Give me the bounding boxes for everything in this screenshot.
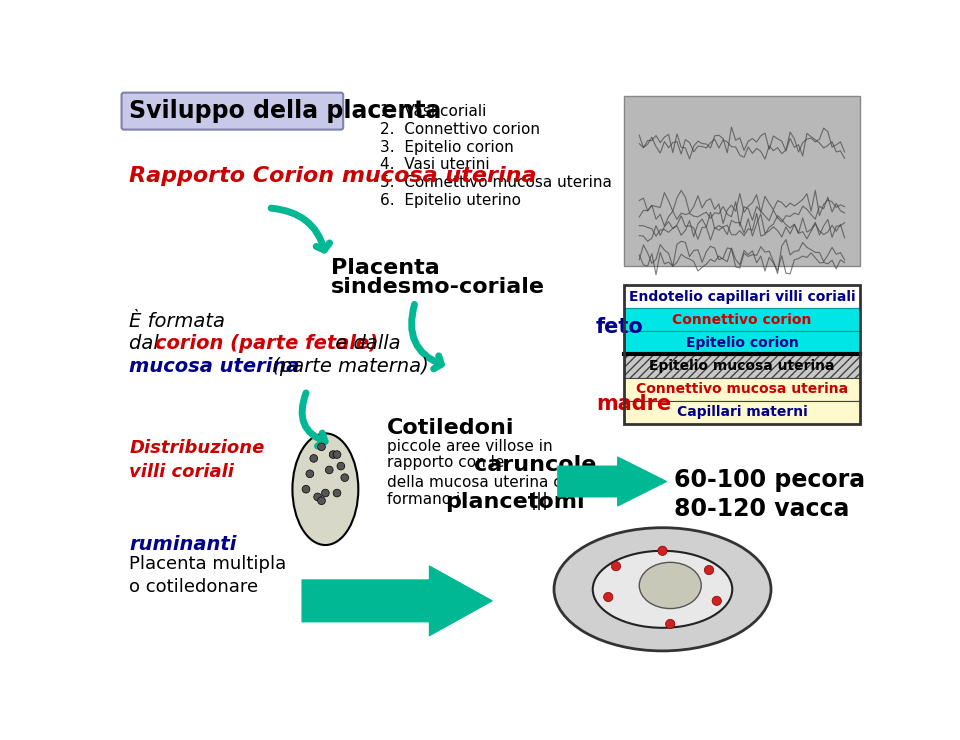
Circle shape bbox=[665, 619, 675, 628]
Text: piccole aree villose in: piccole aree villose in bbox=[388, 439, 553, 454]
Bar bbox=[624, 285, 860, 424]
Ellipse shape bbox=[592, 551, 732, 628]
Text: 60-100 pecora
80-120 vacca: 60-100 pecora 80-120 vacca bbox=[674, 468, 865, 522]
Ellipse shape bbox=[293, 434, 358, 545]
Text: Placenta multipla
o cotiledonare: Placenta multipla o cotiledonare bbox=[130, 555, 286, 596]
Circle shape bbox=[612, 562, 621, 571]
Circle shape bbox=[341, 474, 348, 482]
Text: 2.  Connettivo corion: 2. Connettivo corion bbox=[379, 122, 540, 137]
Circle shape bbox=[705, 565, 713, 575]
Text: 4.  Vasi uterini: 4. Vasi uterini bbox=[379, 158, 490, 172]
Text: Cotiledoni: Cotiledoni bbox=[388, 418, 515, 438]
Text: 1.  Vasi coriali: 1. Vasi coriali bbox=[379, 104, 486, 119]
Text: sindesmo-coriale: sindesmo-coriale bbox=[331, 278, 544, 297]
Text: mucosa uterina: mucosa uterina bbox=[130, 357, 300, 376]
Circle shape bbox=[318, 443, 325, 451]
Text: Epitelio mucosa uterina: Epitelio mucosa uterina bbox=[649, 359, 834, 373]
Text: Epitelio corion: Epitelio corion bbox=[685, 336, 799, 350]
Circle shape bbox=[329, 451, 337, 458]
Circle shape bbox=[333, 489, 341, 497]
Text: plancetomi: plancetomi bbox=[444, 492, 585, 512]
Circle shape bbox=[310, 454, 318, 462]
Ellipse shape bbox=[639, 562, 701, 608]
FancyBboxPatch shape bbox=[122, 92, 344, 130]
Circle shape bbox=[333, 451, 341, 458]
Text: |||: ||| bbox=[531, 492, 549, 511]
Ellipse shape bbox=[554, 528, 771, 651]
Text: madre: madre bbox=[596, 394, 671, 414]
Circle shape bbox=[302, 485, 310, 493]
Circle shape bbox=[325, 466, 333, 474]
Text: e dalla: e dalla bbox=[329, 334, 401, 353]
Text: corion (parte fetale): corion (parte fetale) bbox=[155, 334, 378, 353]
Text: Connettivo corion: Connettivo corion bbox=[672, 313, 811, 327]
Bar bbox=[624, 285, 860, 309]
Bar bbox=[624, 309, 860, 332]
Text: ruminanti: ruminanti bbox=[130, 536, 237, 554]
Text: feto: feto bbox=[596, 317, 643, 337]
Circle shape bbox=[658, 546, 667, 556]
Bar bbox=[624, 96, 860, 266]
Circle shape bbox=[306, 470, 314, 477]
Circle shape bbox=[337, 462, 345, 470]
Bar bbox=[624, 400, 860, 424]
Text: Endotelio capillari villi coriali: Endotelio capillari villi coriali bbox=[629, 289, 855, 303]
Text: Sviluppo della placenta: Sviluppo della placenta bbox=[130, 99, 442, 123]
Text: Connettivo mucosa uterina: Connettivo mucosa uterina bbox=[636, 382, 848, 396]
Text: Placenta: Placenta bbox=[331, 258, 440, 278]
Text: Rapporto Corion mucosa uterina: Rapporto Corion mucosa uterina bbox=[130, 166, 537, 186]
Bar bbox=[624, 377, 860, 400]
Circle shape bbox=[604, 593, 612, 602]
Text: dal: dal bbox=[130, 334, 165, 353]
Bar bbox=[624, 354, 860, 377]
Text: formano i: formano i bbox=[388, 492, 466, 508]
Text: 5.  Connettivo mucosa uterina: 5. Connettivo mucosa uterina bbox=[379, 175, 612, 190]
Circle shape bbox=[314, 493, 322, 501]
Text: caruncole: caruncole bbox=[474, 455, 596, 475]
Circle shape bbox=[322, 489, 329, 497]
Text: 6.  Epitelio uterino: 6. Epitelio uterino bbox=[379, 192, 520, 208]
Text: (parte materna): (parte materna) bbox=[266, 357, 428, 376]
Text: 3.  Epitelio corion: 3. Epitelio corion bbox=[379, 140, 514, 155]
Text: Capillari materni: Capillari materni bbox=[677, 406, 807, 419]
Circle shape bbox=[318, 497, 325, 505]
Text: Distribuzione
villi coriali: Distribuzione villi coriali bbox=[130, 439, 265, 481]
Text: della mucosa uterina che: della mucosa uterina che bbox=[388, 475, 581, 491]
Text: rapporto con le: rapporto con le bbox=[388, 455, 510, 471]
Circle shape bbox=[712, 596, 721, 605]
Text: È formata: È formata bbox=[130, 312, 226, 331]
Bar bbox=[624, 332, 860, 354]
